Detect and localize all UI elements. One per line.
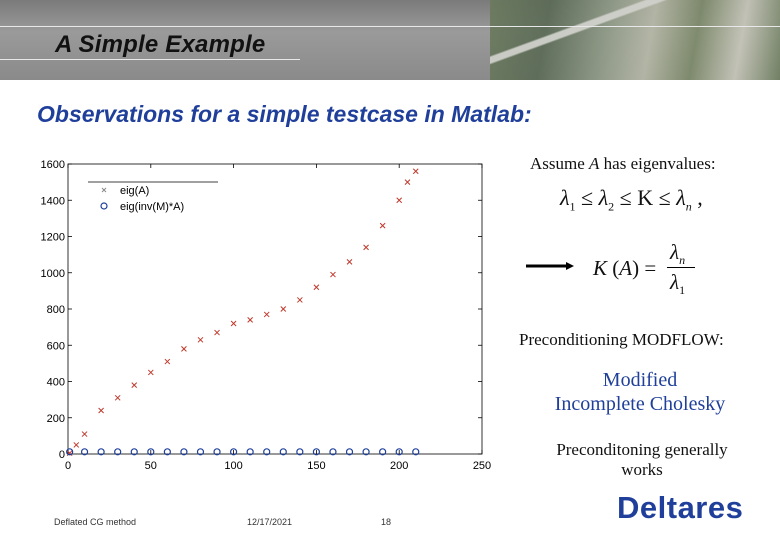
y-tick-label: 400 xyxy=(47,377,65,389)
point-eig-precond xyxy=(296,448,304,456)
y-tick-label: 200 xyxy=(47,413,65,425)
point-eig-precond xyxy=(279,448,287,456)
point-eig-a xyxy=(81,431,88,437)
precond-label: Preconditioning MODFLOW: xyxy=(519,330,724,349)
y-tick-label: 600 xyxy=(47,340,65,352)
y-tick-label: 1400 xyxy=(41,195,65,207)
point-eig-precond xyxy=(213,448,221,456)
y-tick-label: 0 xyxy=(59,449,65,461)
point-eig-a xyxy=(313,284,320,291)
point-eig-precond xyxy=(66,448,74,456)
y-tick-label: 1200 xyxy=(41,232,65,244)
point-eig-a xyxy=(404,179,411,185)
preconditioner-method: Modified Incomplete Cholesky xyxy=(554,369,726,415)
y-tick-label: 1000 xyxy=(41,268,65,280)
point-eig-a xyxy=(98,407,104,414)
point-eig-precond xyxy=(412,448,420,456)
point-eig-precond xyxy=(230,448,238,456)
point-eig-a xyxy=(181,346,187,352)
legend-marker-b xyxy=(100,202,108,210)
y-tick-label: 1600 xyxy=(41,159,65,171)
conclusion-text: Preconditoning generally works xyxy=(556,440,728,479)
point-eig-precond xyxy=(312,448,320,456)
legend-box xyxy=(88,182,218,216)
point-eig-precond xyxy=(329,448,337,456)
point-eig-a xyxy=(164,358,171,365)
x-tick-label: 100 xyxy=(224,460,242,472)
point-eig-a xyxy=(296,297,303,303)
point-eig-precond xyxy=(80,448,89,456)
legend-marker-a xyxy=(101,187,107,193)
footer-page-number: 18 xyxy=(381,517,392,527)
point-eig-precond xyxy=(345,448,354,456)
point-eig-a xyxy=(396,197,403,204)
point-eig-precond xyxy=(263,448,271,456)
point-eig-a xyxy=(346,259,353,265)
point-eig-a xyxy=(73,442,80,448)
point-eig-a xyxy=(214,329,220,336)
footer-title: Deflated CG method xyxy=(54,517,137,527)
point-eig-a xyxy=(230,320,237,327)
title-underline xyxy=(0,59,300,60)
point-eig-precond xyxy=(395,448,403,456)
point-eig-precond xyxy=(97,448,105,456)
slide-title: A Simple Example xyxy=(55,31,266,58)
eigenvalue-chart: 0 200 400 600 800 1000 1200 1400 1600 0 50 100 150 20… xyxy=(41,159,492,472)
assume-text: Assume A has eigenvalues: xyxy=(530,154,716,173)
slide-subtitle: Observations for a simple testcase in Ma… xyxy=(37,101,532,127)
x-tick-label: 150 xyxy=(307,460,325,472)
point-eig-a xyxy=(412,168,419,175)
x-tick-label: 0 xyxy=(65,460,71,472)
point-eig-precond xyxy=(130,448,138,456)
point-eig-precond xyxy=(163,448,171,456)
point-eig-a xyxy=(379,222,386,229)
point-eig-precond xyxy=(180,448,188,456)
legend-label-a: eig(A) xyxy=(120,185,149,197)
point-eig-precond xyxy=(379,448,387,456)
footer-date: 12/17/2021 xyxy=(247,517,293,527)
legend-label-b: eig(inv(M)*A) xyxy=(120,201,184,213)
point-eig-a xyxy=(114,394,121,401)
point-eig-precond xyxy=(196,448,205,456)
x-tick-label: 50 xyxy=(145,460,157,472)
y-tick-label: 800 xyxy=(47,304,65,316)
point-eig-a xyxy=(330,271,336,278)
point-eig-a xyxy=(147,369,154,376)
point-eig-precond xyxy=(147,448,155,456)
point-eig-a xyxy=(280,306,287,312)
point-eig-precond xyxy=(114,448,122,456)
deltares-logo: Deltares xyxy=(617,490,744,525)
header-photo xyxy=(490,0,780,80)
point-eig-precond xyxy=(246,448,254,456)
point-eig-a xyxy=(247,317,254,323)
point-eig-a xyxy=(263,311,270,318)
point-eig-a xyxy=(197,336,204,343)
eigenvalue-ordering-formula: λ1 ≤ λ2 ≤ K ≤ λn , xyxy=(560,185,703,214)
point-eig-a xyxy=(363,244,369,251)
arrow-icon xyxy=(526,262,574,270)
point-eig-a xyxy=(131,382,138,388)
header-divider xyxy=(0,26,780,27)
x-tick-label: 200 xyxy=(390,460,408,472)
x-tick-label: 250 xyxy=(473,460,491,472)
point-eig-precond xyxy=(362,448,370,456)
